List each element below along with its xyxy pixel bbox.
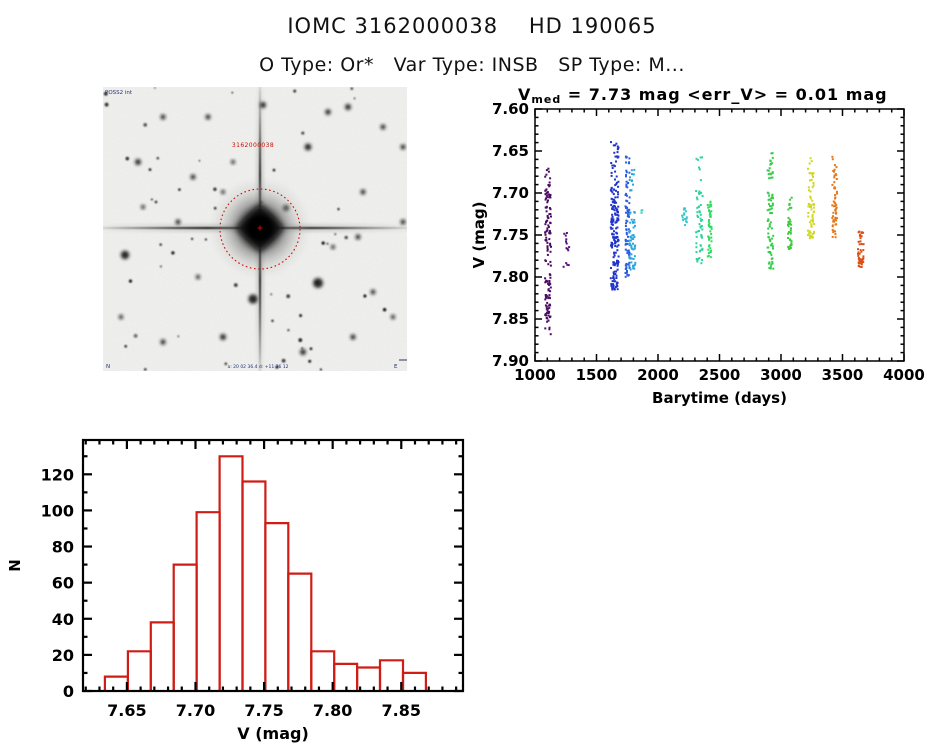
lightcurve-points — [544, 141, 865, 336]
svg-text:7.80: 7.80 — [492, 268, 529, 286]
histogram-bar — [401, 671, 427, 691]
orientation-north-label: N — [106, 364, 110, 370]
page-subtitle: O Type: Or* Var Type: INSB SP Type: M... — [259, 54, 685, 76]
svg-text:7.75: 7.75 — [492, 226, 529, 244]
svg-text:4000: 4000 — [883, 366, 925, 384]
svg-text:1000: 1000 — [514, 366, 556, 384]
svg-text:7.80: 7.80 — [313, 701, 352, 720]
histogram-bar — [172, 563, 198, 691]
target-marker: 3162000038 — [219, 142, 301, 270]
svg-text:7.85: 7.85 — [492, 310, 529, 328]
svg-text:80: 80 — [52, 538, 74, 557]
svg-text:3000: 3000 — [760, 366, 802, 384]
svg-text:40: 40 — [52, 610, 74, 629]
svg-text:2000: 2000 — [637, 366, 679, 384]
field-stars — [103, 86, 406, 371]
histogram-bar — [310, 650, 336, 691]
histogram-bar — [218, 455, 244, 691]
svg-text:7.75: 7.75 — [244, 701, 283, 720]
histogram-bar — [103, 675, 129, 691]
histogram-axes — [81, 438, 465, 693]
histogram-bar — [287, 572, 313, 691]
histogram-xlabel: V (mag) — [237, 724, 309, 743]
lightcurve-tick-labels: 1000 1500 2000 2500 3000 3500 4000 7.60 7.65 7.70… — [492, 100, 925, 384]
coordinates-label: a: 20 02 36.4 d: +11 36 12 — [227, 364, 288, 370]
lightcurve-axes — [534, 108, 905, 362]
histogram-bar — [126, 650, 152, 691]
page-title: IOMC 3162000038 HD 190065 — [287, 14, 657, 38]
histogram-ylabel: N — [6, 559, 24, 572]
svg-text:7.70: 7.70 — [492, 184, 529, 202]
svg-text:2500: 2500 — [699, 366, 741, 384]
lightcurve-xlabel: Barytime (days) — [652, 389, 787, 407]
survey-label: POSS2 int — [105, 90, 133, 96]
svg-text:7.90: 7.90 — [492, 352, 529, 370]
svg-text:7.60: 7.60 — [492, 100, 529, 118]
histogram-bar — [264, 522, 290, 691]
svg-text:7.65: 7.65 — [492, 142, 529, 160]
svg-text:7.70: 7.70 — [176, 701, 215, 720]
histogram-bars — [103, 455, 427, 691]
lightcurve-title: Vmed = 7.73 mag <err_V> = 0.01 mag — [518, 85, 888, 106]
target-id-label: 3162000038 — [232, 142, 274, 149]
svg-text:120: 120 — [41, 465, 74, 484]
svg-text:100: 100 — [41, 501, 74, 520]
histogram-svg: 7.65 7.70 7.75 7.80 7.85 0 20 40 60 80 100 120 V (ma… — [6, 438, 465, 743]
lightcurve-plot: Vmed = 7.73 mag <err_V> = 0.01 mag 1000 15… — [470, 85, 944, 410]
chart-annotations: POSS2 int N a: 20 02 36.4 d: +11 36 12 E — [105, 90, 407, 370]
svg-text:7.85: 7.85 — [382, 701, 421, 720]
histogram-tick-labels: 7.65 7.70 7.75 7.80 7.85 0 20 40 60 80 100 120 — [41, 465, 421, 720]
svg-text:3500: 3500 — [822, 366, 864, 384]
orientation-east-label: E — [394, 364, 398, 370]
svg-text:0: 0 — [63, 682, 74, 701]
svg-text:20: 20 — [52, 646, 74, 665]
star-field-image: 3162000038 POSS2 int N a: 20 02 36.4 d: +11… — [103, 86, 407, 371]
target-circle — [219, 188, 301, 270]
histogram-bar — [195, 511, 221, 691]
lightcurve-ylabel: V (mag) — [470, 201, 488, 268]
svg-text:1500: 1500 — [576, 366, 618, 384]
lightcurve-svg: Vmed = 7.73 mag <err_V> = 0.01 mag 1000 15… — [470, 85, 925, 407]
histogram-bar — [241, 480, 267, 691]
histogram-bar — [149, 621, 175, 691]
magnitude-histogram: 7.65 7.70 7.75 7.80 7.85 0 20 40 60 80 100 120 V (ma… — [0, 425, 480, 747]
svg-text:60: 60 — [52, 574, 74, 593]
histogram-bar — [378, 659, 405, 691]
svg-text:7.65: 7.65 — [107, 701, 146, 720]
